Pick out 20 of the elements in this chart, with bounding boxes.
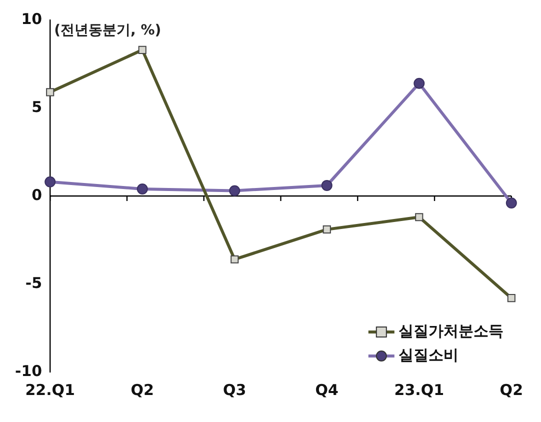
legend-label: 실질소비 (398, 346, 458, 364)
x-tick-label: Q2 (130, 380, 154, 399)
y-tick-label: 10 (21, 10, 42, 28)
y-tick-label: -5 (25, 274, 42, 292)
point (507, 294, 516, 302)
y-tick-label: 0 (32, 186, 42, 204)
x-tick-label: 22.Q1 (25, 380, 75, 399)
y-axis-title: (전년동분기, %) (54, 22, 162, 39)
x-tick-label: Q2 (500, 380, 524, 399)
x-tick-label: Q4 (315, 380, 338, 399)
point (138, 46, 146, 54)
x-tick-label: Q3 (223, 380, 246, 399)
x-tick-label: 23.Q1 (394, 380, 444, 399)
point (322, 225, 331, 234)
point (415, 213, 424, 222)
point (230, 255, 239, 264)
point (46, 88, 54, 96)
y-tick-label: 5 (32, 98, 42, 116)
legend-label: 실질가처분소득 (398, 322, 504, 340)
y-tick-label: -10 (14, 362, 42, 380)
